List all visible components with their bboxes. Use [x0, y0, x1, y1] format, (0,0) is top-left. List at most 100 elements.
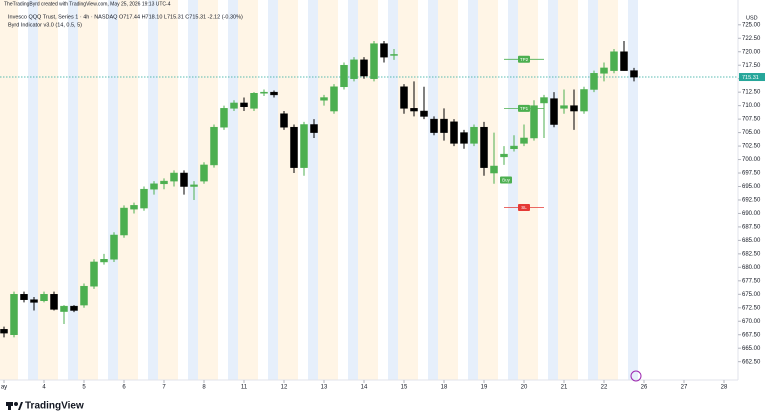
- candle-body: [560, 105, 568, 109]
- x-tick-label: 19: [481, 385, 488, 391]
- candle-body: [100, 259, 108, 263]
- extended-session: [0, 0, 18, 380]
- session-shading: [0, 0, 638, 380]
- annotation-box: [518, 55, 530, 63]
- extended-session: [558, 0, 578, 380]
- x-tick-label: 22: [601, 385, 608, 391]
- candle-body: [360, 59, 368, 77]
- x-tick-label: 12: [281, 385, 288, 391]
- candle-body: [610, 51, 618, 71]
- event-icon[interactable]: [630, 370, 642, 382]
- overnight-session: [28, 0, 38, 380]
- candle-body: [200, 164, 208, 182]
- candle-body: [320, 97, 328, 101]
- candle-body: [210, 126, 218, 166]
- x-tick-label: 14: [361, 385, 368, 391]
- candle-body: [250, 92, 258, 109]
- extended-session: [118, 0, 138, 380]
- candle-body: [60, 305, 68, 312]
- candle-body: [490, 165, 498, 174]
- indicator-info: Byrd Indicator v3.0 (14, 0.5, 5): [8, 22, 82, 28]
- candle-body: [0, 329, 8, 334]
- y-tick-label: 697.50: [742, 171, 761, 177]
- annotation-label: Buy: [502, 178, 511, 183]
- overnight-session: [548, 0, 558, 380]
- candle-body: [270, 91, 278, 96]
- logo-mark: [14, 402, 18, 406]
- candle-body: [290, 126, 298, 168]
- logo-mark: [8, 406, 11, 410]
- candle-body: [480, 126, 488, 168]
- overnight-session: [188, 0, 198, 380]
- candle-body: [350, 59, 358, 79]
- candle-body: [150, 183, 158, 190]
- y-tick-label: 662.50: [742, 359, 761, 365]
- annotation-label: TP1: [520, 106, 529, 111]
- candle-body: [240, 102, 248, 107]
- candle-body: [450, 121, 458, 144]
- x-tick-label: 27: [681, 385, 688, 391]
- candle-body: [630, 70, 638, 78]
- overnight-session: [628, 0, 638, 380]
- candle-body: [70, 305, 78, 311]
- y-tick-label: 692.50: [742, 198, 761, 204]
- y-tick-label: 720.00: [742, 49, 761, 55]
- x-tick-label: 7: [162, 385, 166, 391]
- x-tick-label: 11: [241, 385, 248, 391]
- y-tick-label: 687.50: [742, 225, 761, 231]
- y-tick-label: 665.00: [742, 346, 761, 352]
- candle-body: [260, 91, 268, 94]
- extended-session: [38, 0, 58, 380]
- overnight-session: [148, 0, 158, 380]
- last-price-label: 715.31: [742, 75, 759, 81]
- y-tick-label: 670.00: [742, 319, 761, 325]
- annotation-box: [500, 176, 512, 184]
- candle-body: [530, 105, 538, 139]
- brand: TradingView: [25, 401, 84, 412]
- candle-body: [580, 89, 588, 112]
- candle-body: [160, 180, 168, 185]
- candle-body: [130, 205, 138, 210]
- candle-body: [330, 86, 338, 112]
- annotation-box: [518, 204, 530, 212]
- candle-body: [420, 110, 428, 117]
- candle-body: [550, 98, 558, 125]
- candle-body: [310, 124, 318, 133]
- candle-body: [120, 207, 128, 236]
- y-tick-label: 717.50: [742, 63, 761, 69]
- extended-session: [158, 0, 178, 380]
- x-tick-label: 20: [521, 385, 528, 391]
- overnight-session: [428, 0, 438, 380]
- x-tick-label: 5: [82, 385, 86, 391]
- candle-body: [600, 67, 608, 74]
- x-tick-label: 28: [721, 385, 728, 391]
- candle-body: [300, 124, 308, 168]
- overnight-session: [348, 0, 358, 380]
- currency: USD: [746, 15, 758, 21]
- y-tick-label: 705.00: [742, 130, 761, 136]
- y-tick-label: 702.50: [742, 144, 761, 150]
- candle-body: [520, 137, 528, 144]
- candle-body: [110, 234, 118, 260]
- extended-session: [78, 0, 98, 380]
- y-tick-label: 680.00: [742, 265, 761, 271]
- logo-mark: [6, 402, 13, 406]
- y-tick-label: 677.50: [742, 278, 761, 284]
- candle-body: [400, 86, 408, 109]
- candle-body: [140, 188, 148, 209]
- candle-body: [30, 299, 38, 303]
- x-tick-label: 26: [641, 385, 648, 391]
- last-price-tag: [739, 73, 765, 82]
- x-tick-label: 6: [122, 385, 126, 391]
- candle-body: [380, 43, 388, 58]
- candle-body: [540, 97, 548, 104]
- candle-body: [590, 73, 598, 90]
- candle-body: [220, 108, 228, 128]
- x-tick-label: 4: [42, 385, 46, 391]
- logo: TradingView: [6, 401, 84, 412]
- y-tick-label: 700.00: [742, 157, 761, 163]
- extended-session: [198, 0, 218, 380]
- candle-body: [20, 294, 28, 300]
- y-tick-label: 672.50: [742, 305, 761, 311]
- candle-body: [230, 102, 238, 109]
